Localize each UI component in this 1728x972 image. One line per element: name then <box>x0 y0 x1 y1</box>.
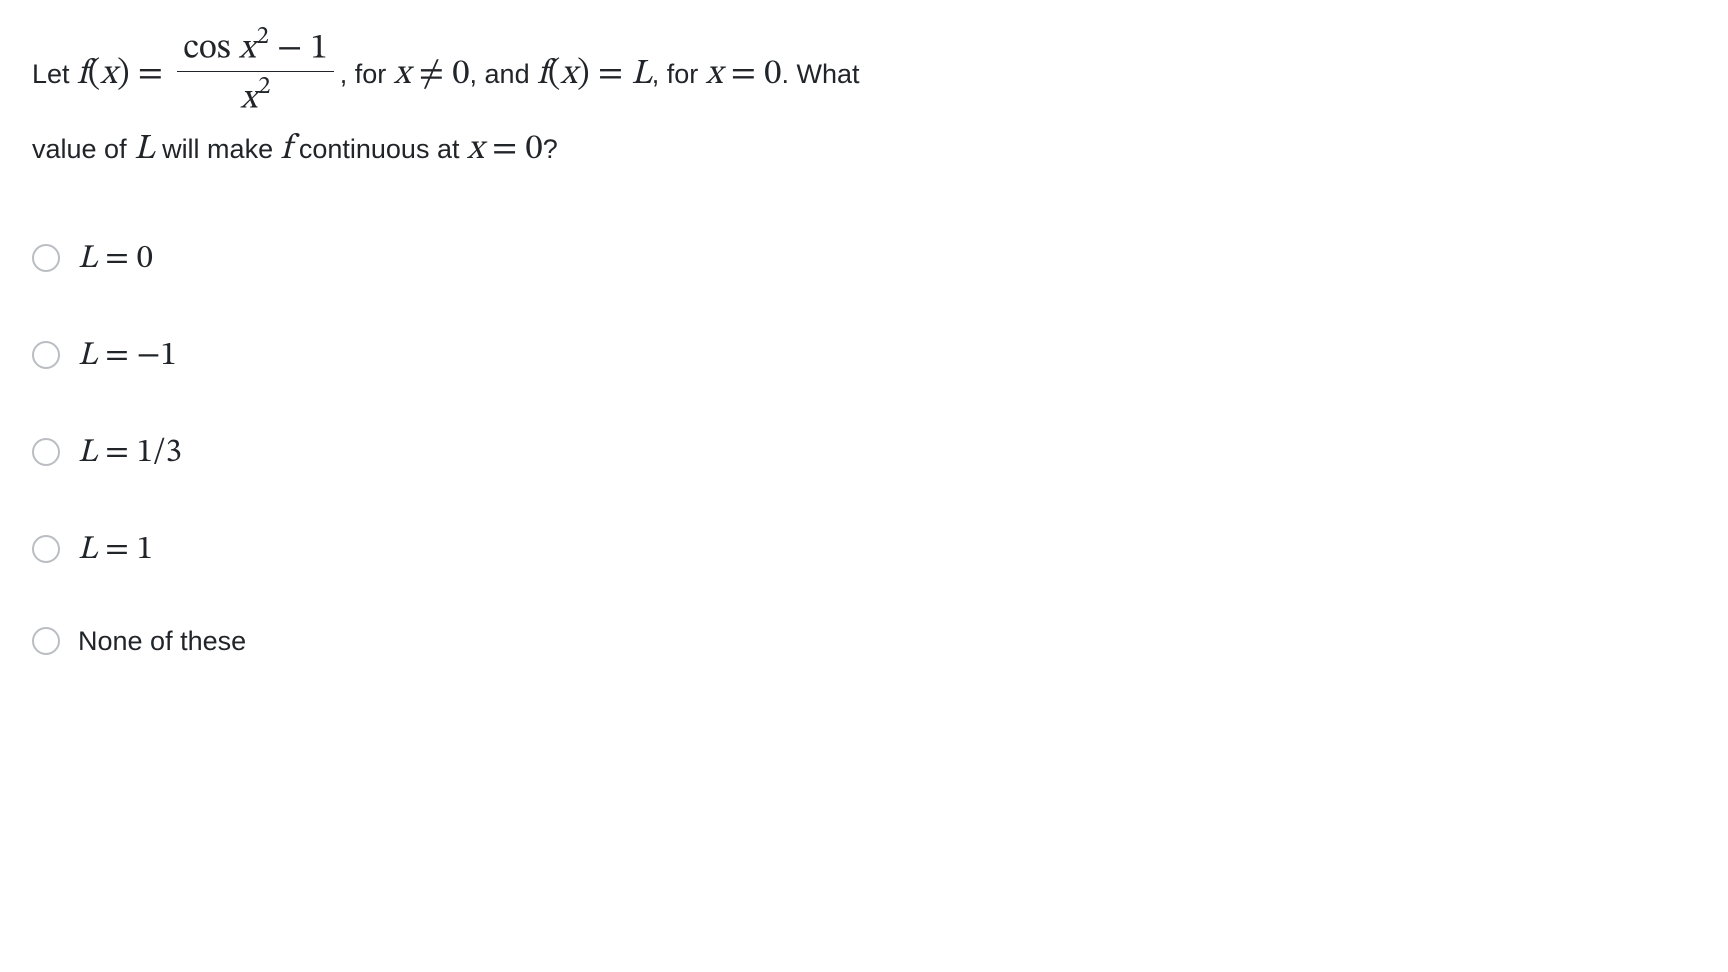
option-1[interactable]: L = 0 <box>32 238 1032 279</box>
math-fx-eq-L: f(x) = L <box>537 57 652 92</box>
question-container: Let f(x) = cos x2 − 1 x2 , for x ≠ 0, an… <box>0 0 1064 685</box>
fraction-numerator: cos x2 − 1 <box>177 24 334 72</box>
num-exp: 2 <box>257 24 269 49</box>
fraction: cos x2 − 1 x2 <box>177 24 334 119</box>
option-5-label: None of these <box>78 626 246 657</box>
line2-f: f <box>281 132 292 167</box>
text-for-1: , for <box>340 59 394 89</box>
num-cos: cos <box>183 32 239 67</box>
option-5-text: None of these <box>78 626 246 656</box>
option-2-label: L = −1 <box>78 335 177 376</box>
line2-cond: x = 0 <box>467 132 543 167</box>
radio-icon[interactable] <box>32 341 60 369</box>
option-3-label: L = 1/3 <box>78 432 182 473</box>
math-fx-eq: f(x) = <box>77 57 171 92</box>
math-cond2: x = 0 <box>706 57 782 92</box>
fraction-denominator: x2 <box>177 72 334 119</box>
text-for-2: , for <box>652 59 706 89</box>
options-list: L = 0 L = −1 L = 1/3 L = 1 None of these <box>32 238 1032 657</box>
math-cond1: x ≠ 0 <box>394 57 470 92</box>
option-4[interactable]: L = 1 <box>32 529 1032 570</box>
den-exp: 2 <box>258 74 270 99</box>
option-5[interactable]: None of these <box>32 626 1032 657</box>
text-let: Let <box>32 59 77 89</box>
line2-L: L <box>134 132 154 167</box>
line2-c: continuous at <box>291 134 467 164</box>
radio-icon[interactable] <box>32 535 60 563</box>
option-3[interactable]: L = 1/3 <box>32 432 1032 473</box>
radio-icon[interactable] <box>32 244 60 272</box>
num-x: x <box>239 32 256 67</box>
option-4-label: L = 1 <box>78 529 153 570</box>
text-dot-what: . What <box>782 59 860 89</box>
text-and: , and <box>470 59 538 89</box>
option-1-label: L = 0 <box>78 238 153 279</box>
question-text: Let f(x) = cos x2 − 1 x2 , for x ≠ 0, an… <box>32 28 1032 178</box>
radio-icon[interactable] <box>32 627 60 655</box>
den-x: x <box>241 82 258 117</box>
num-minus-one: − 1 <box>269 32 328 67</box>
radio-icon[interactable] <box>32 438 60 466</box>
line2-q: ? <box>543 134 558 164</box>
line2-a: value of <box>32 134 134 164</box>
line2-b: will make <box>155 134 281 164</box>
option-2[interactable]: L = −1 <box>32 335 1032 376</box>
